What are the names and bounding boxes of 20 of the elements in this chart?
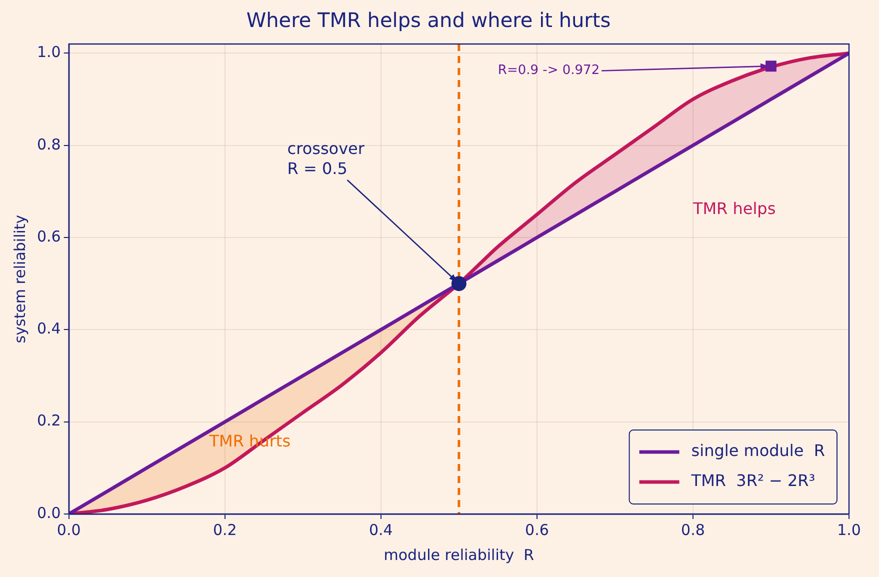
chart-title: Where TMR helps and where it hurts [246,8,611,32]
y-tick-label: 0.2 [36,412,61,430]
annotation: R=0.9 -> 0.972 [498,63,600,78]
x-tick-label: 0.2 [212,520,237,539]
legend-label: TMR 3R² − 2R³ [690,471,816,490]
x-axis-title: module reliability R [384,546,534,564]
y-tick-label: 0.4 [36,320,61,338]
annotation: crossover R = 0.5 [287,139,365,178]
y-tick-label: 0.8 [36,135,61,154]
y-tick-label: 0.6 [36,227,61,246]
y-axis-title: system reliability [10,214,29,344]
annotation: TMR helps [692,199,776,218]
x-tick-label: 1.0 [837,520,861,539]
y-tick-label: 0.0 [36,504,61,522]
x-tick-label: 0.6 [525,520,549,539]
x-tick-label: 0.0 [56,520,81,539]
legend-label: single module R [691,441,825,460]
x-tick-label: 0.4 [368,520,393,539]
y-tick-label: 1.0 [36,43,61,62]
x-tick-label: 0.8 [681,520,705,539]
